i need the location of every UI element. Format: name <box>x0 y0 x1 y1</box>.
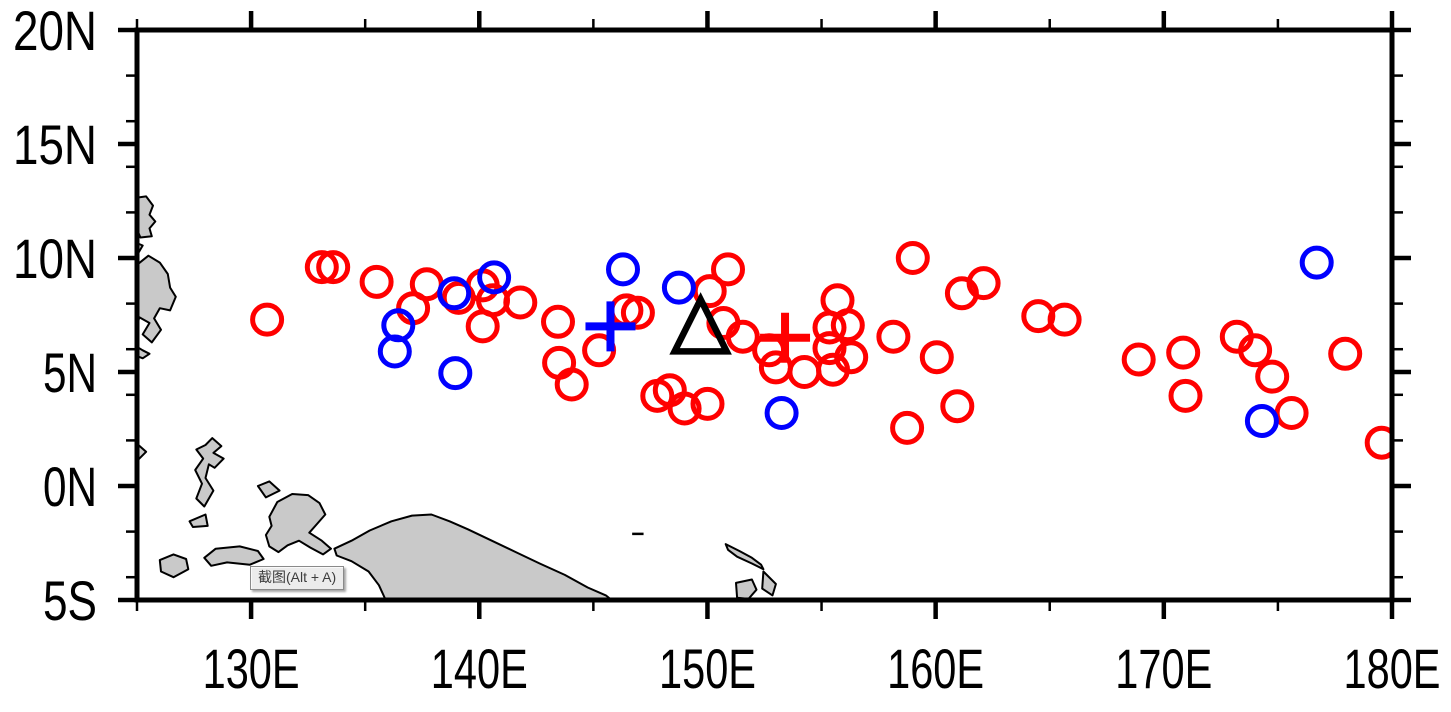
data-point-circle <box>1238 333 1273 368</box>
data-point-circle <box>250 302 285 337</box>
data-point-circle <box>1244 404 1279 438</box>
reference-position-series <box>669 292 732 355</box>
data-point-circle <box>437 276 472 311</box>
triangle-marker <box>669 292 732 355</box>
y-tick-label: 0N <box>43 455 97 518</box>
mean-plus-marker <box>585 301 636 352</box>
data-point-circle <box>966 266 1001 301</box>
y-tick-label: 5S <box>43 569 97 632</box>
data-point-circle <box>316 250 351 285</box>
data-point-circle <box>1364 425 1392 460</box>
plot-frame <box>134 27 1395 603</box>
x-tick-labels: 130E 140E 150E 160E 170E 180E <box>203 637 1441 700</box>
red-mean-position-series <box>760 312 811 363</box>
y-tick-label: 5N <box>43 341 97 404</box>
data-point-circle <box>542 345 577 380</box>
landmass <box>735 578 758 600</box>
data-point-circle <box>876 319 911 354</box>
data-point-circle <box>1299 245 1334 280</box>
data-points-layer <box>250 241 1392 460</box>
y-tick-label: 10N <box>13 227 97 290</box>
data-point-circle <box>690 386 725 421</box>
data-point-circle <box>816 352 850 387</box>
landmass <box>137 254 177 344</box>
data-point-circle <box>940 389 975 424</box>
land-layer <box>137 195 777 600</box>
data-point-circle <box>541 304 575 339</box>
data-point-circle <box>438 356 473 391</box>
data-point-circle <box>477 260 512 295</box>
landmass <box>264 493 332 556</box>
data-point-circle <box>1166 335 1201 370</box>
landmass <box>194 437 225 508</box>
data-point-circle <box>606 252 640 287</box>
data-point-circle <box>1328 336 1363 371</box>
x-tick-label: 150E <box>659 637 756 700</box>
blue-genesis-locations-series <box>377 245 1334 438</box>
data-point-circle <box>465 309 500 344</box>
y-tick-labels: 20N 15N 10N 5N 0N 5S <box>13 0 97 632</box>
data-point-circle <box>359 264 394 299</box>
data-point-circle <box>895 241 930 275</box>
data-point-circle <box>1255 359 1290 394</box>
landmass <box>333 513 613 600</box>
x-tick-label: 170E <box>1115 637 1212 700</box>
landmass <box>158 553 190 579</box>
data-point-circle <box>661 270 696 305</box>
x-tick-label: 180E <box>1344 637 1441 700</box>
landmass <box>256 480 281 499</box>
axis-ticks <box>118 11 1411 619</box>
red-genesis-locations-series <box>250 241 1392 460</box>
landmass <box>203 545 265 567</box>
data-point-circle <box>830 308 865 343</box>
x-tick-label: 140E <box>431 637 528 700</box>
mean-plus-marker <box>760 312 811 363</box>
data-point-circle <box>667 391 702 426</box>
data-point-circle <box>812 331 847 366</box>
data-point-circle <box>1047 302 1082 337</box>
landmass <box>137 195 157 239</box>
data-point-circle <box>377 334 412 369</box>
data-point-circle <box>919 340 954 375</box>
x-tick-label: 160E <box>887 637 984 700</box>
y-tick-label: 20N <box>13 0 97 62</box>
data-point-circle <box>787 355 822 389</box>
data-point-circle <box>1168 378 1203 413</box>
data-point-circle <box>620 295 655 330</box>
landmass <box>724 543 765 571</box>
data-point-circle <box>1121 342 1156 377</box>
data-point-circle <box>1274 396 1309 430</box>
data-point-circle <box>890 410 925 445</box>
data-point-circle <box>764 396 799 430</box>
data-point-circle <box>554 367 589 402</box>
blue-mean-position-series <box>585 301 636 352</box>
landmass <box>188 513 209 528</box>
y-tick-label: 15N <box>13 113 97 176</box>
landmass <box>137 345 151 360</box>
data-point-circle <box>812 310 847 345</box>
screenshot-tooltip: 截图(Alt + A) <box>250 566 345 590</box>
x-tick-label: 130E <box>203 637 300 700</box>
data-point-circle <box>304 250 339 285</box>
data-point-circle <box>503 285 538 320</box>
landmass <box>761 570 777 597</box>
data-point-circle <box>725 319 760 354</box>
tooltip-text: 截图(Alt + A) <box>258 569 337 585</box>
data-point-circle <box>711 252 745 287</box>
